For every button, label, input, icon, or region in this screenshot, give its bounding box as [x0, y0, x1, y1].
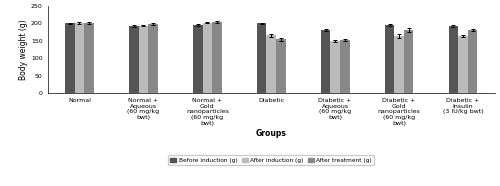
Bar [330, 41, 340, 93]
Bar [138, 25, 148, 93]
Bar [193, 25, 202, 93]
Legend: Before induction (g), After induction (g), After treatment (g): Before induction (g), After induction (g… [168, 155, 374, 165]
Bar [74, 23, 85, 93]
Bar [468, 30, 477, 93]
Bar [65, 23, 74, 93]
Bar [276, 39, 285, 93]
Bar [266, 35, 276, 93]
Bar [394, 36, 404, 93]
Bar [340, 40, 349, 93]
Bar [458, 36, 468, 93]
Bar [202, 23, 212, 93]
Bar [129, 26, 138, 93]
Bar [257, 23, 266, 93]
Bar [448, 26, 458, 93]
Bar [212, 22, 222, 93]
Bar [404, 30, 413, 93]
Bar [148, 24, 158, 93]
Bar [84, 23, 94, 93]
Bar [384, 25, 394, 93]
Y-axis label: Body weight (g): Body weight (g) [19, 19, 28, 80]
X-axis label: Groups: Groups [256, 129, 286, 138]
Bar [321, 30, 330, 93]
